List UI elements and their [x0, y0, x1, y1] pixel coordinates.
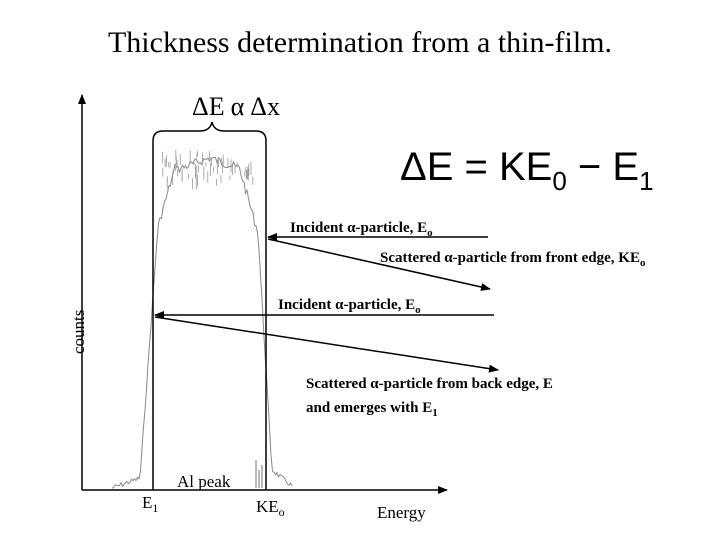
- tick-e1-sub: 1: [152, 501, 158, 515]
- proportionality-label: ΔE α Δx: [192, 92, 280, 121]
- tick-keo-sub: o: [279, 505, 285, 519]
- tick-e1-main: E: [142, 493, 152, 512]
- scattered-back-arrow: [154, 316, 499, 373]
- alpha-symbol: α: [231, 92, 245, 121]
- al-peak-label: Al peak: [177, 472, 231, 491]
- formula-sub-0: 0: [552, 166, 566, 196]
- scattered-front-text: Scattered α-particle from front edge, KE: [380, 250, 640, 266]
- incident-mid-label: Incident α-particle, Eo: [278, 297, 421, 316]
- slide-title: Thickness determination from a thin-film…: [108, 26, 612, 59]
- incident-top-sub: o: [427, 227, 433, 239]
- incident-mid-text: Incident α-particle, E: [278, 297, 415, 313]
- thickness-formula: ΔE = KE0 − E1: [400, 145, 654, 196]
- scattered-front-label: Scattered α-particle from front edge, KE…: [380, 250, 646, 269]
- scattered-back-label-line1: Scattered α-particle from back edge, E: [306, 376, 553, 392]
- energy-spectrum: [111, 156, 293, 489]
- scattered-front-sub: o: [640, 257, 646, 269]
- width-brace: [152, 121, 267, 142]
- incident-top-text: Incident α-particle, E: [290, 220, 427, 236]
- scattered-front-arrow: [267, 238, 491, 291]
- tick-keo: KEo: [256, 497, 285, 519]
- tick-keo-main: KE: [256, 497, 279, 516]
- al-peak-spikes: [255, 460, 263, 488]
- scattered-back-label-line2: and emerges with E1: [306, 400, 438, 419]
- scattered-back-sub: 1: [432, 407, 438, 419]
- formula-lhs: ΔE = KE: [400, 145, 552, 189]
- delta-x-text: Δx: [250, 92, 280, 121]
- formula-sub-1: 1: [639, 166, 653, 196]
- x-axis-label: Energy: [377, 503, 426, 522]
- spectrum-noise: [162, 150, 254, 190]
- y-axis-label: counts: [69, 310, 88, 354]
- tick-e1: E1: [142, 493, 158, 515]
- incident-mid-sub: o: [415, 304, 421, 316]
- formula-mid: − E: [567, 145, 639, 189]
- scattered-back-text: and emerges with E: [306, 400, 432, 416]
- delta-e-text: ΔE: [192, 92, 225, 121]
- incident-top-label: Incident α-particle, Eo: [290, 220, 433, 239]
